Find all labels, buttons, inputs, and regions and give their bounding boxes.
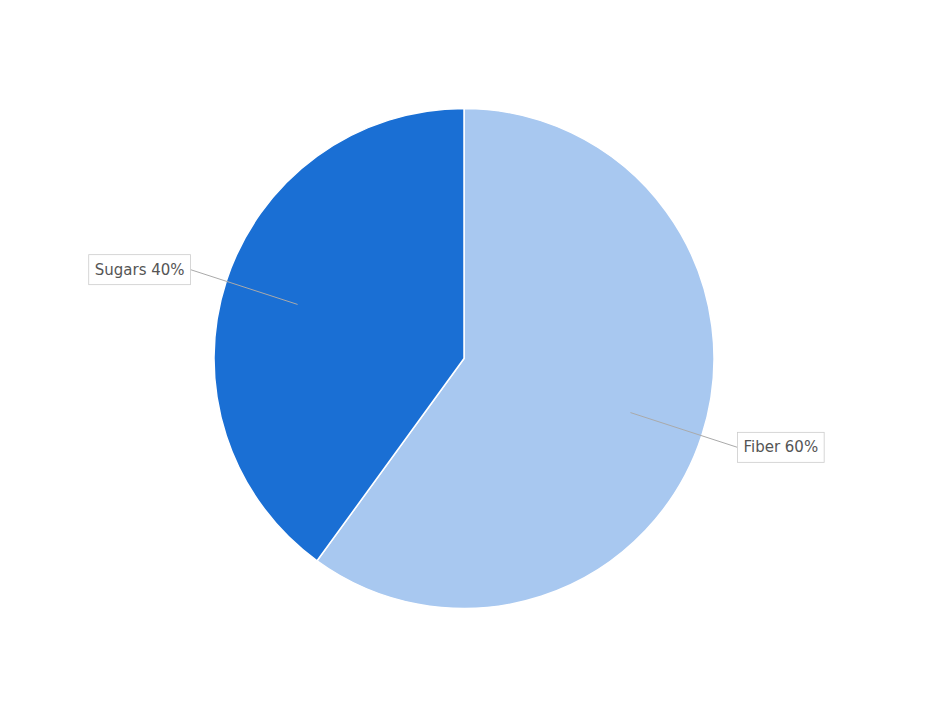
labels: Fiber 60% Sugars 40% bbox=[89, 255, 824, 463]
slices bbox=[214, 109, 714, 609]
data-label: Fiber 60% bbox=[743, 438, 818, 456]
pie-slice bbox=[214, 109, 464, 561]
leader-line bbox=[191, 270, 298, 305]
chart: Fiber 60% Sugars 40% bbox=[0, 0, 928, 717]
label-box bbox=[89, 255, 191, 285]
leader-line bbox=[630, 413, 737, 448]
data-label: Sugars 40% bbox=[95, 261, 185, 279]
label-box bbox=[737, 432, 824, 462]
